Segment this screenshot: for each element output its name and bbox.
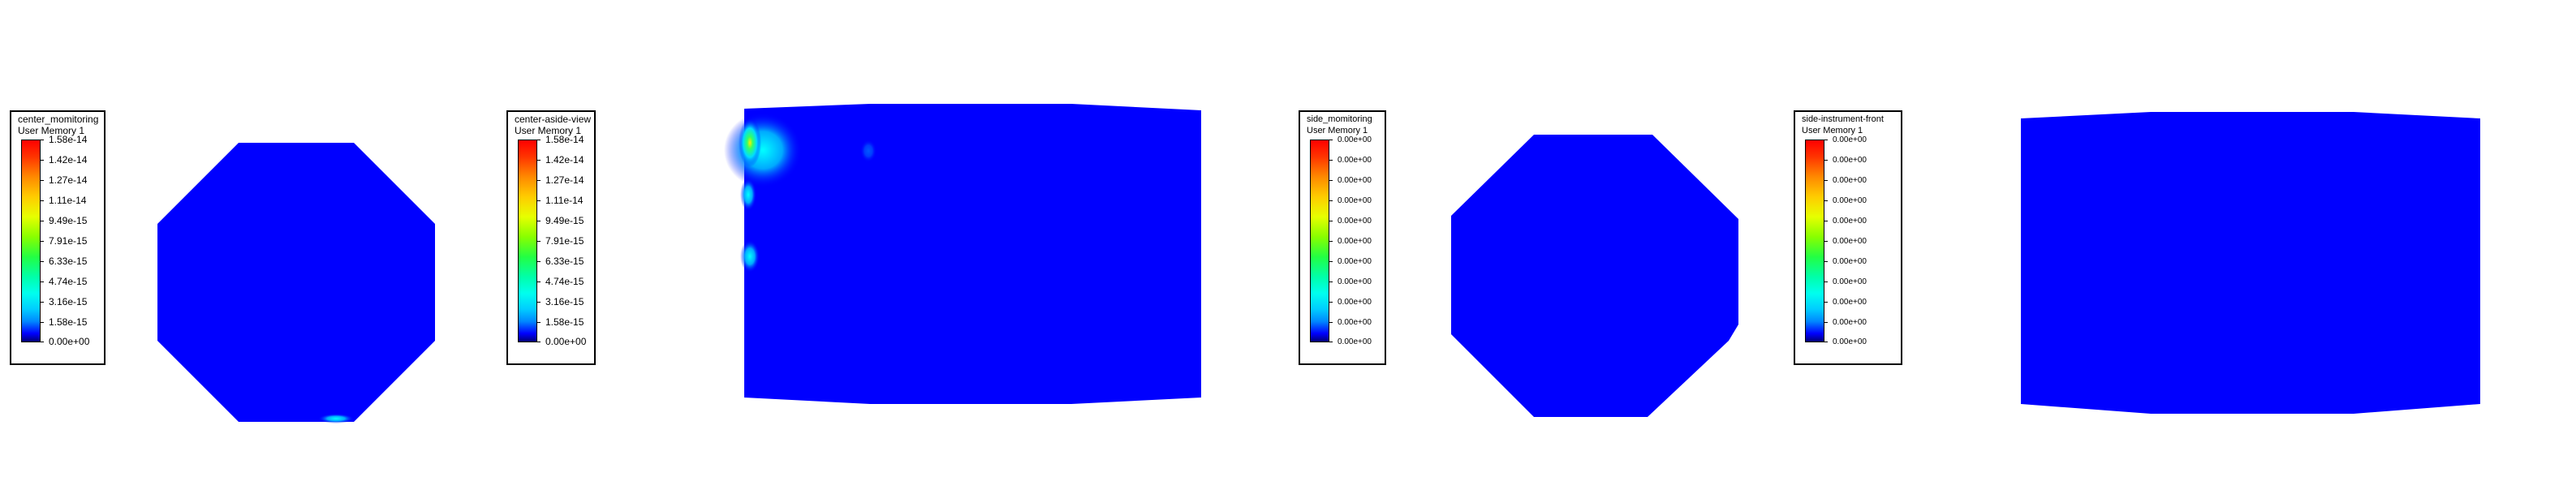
- tick-labels: 1.58e-14 1.42e-14 1.27e-14 1.11e-14 9.49…: [537, 134, 587, 347]
- color-scale-bar: [518, 140, 537, 342]
- legend-center-monitoring: center_momitoring User Memory 1 1.58e-14…: [10, 110, 106, 365]
- legend-title: side_momitoring User Memory 1: [1307, 114, 1372, 135]
- edge-hotspot-mid: [740, 178, 756, 211]
- slab-view-center-aside: [724, 104, 1201, 404]
- legend-center-aside-view: center-aside-view User Memory 1 1.58e-14…: [506, 110, 596, 365]
- octagon-field: [1451, 135, 1738, 417]
- legend-side-monitoring: side_momitoring User Memory 1 0.00e+00 0…: [1299, 110, 1386, 365]
- tick-labels: 0.00e+00 0.00e+00 0.00e+00 0.00e+00 0.00…: [1824, 135, 1867, 346]
- tick-labels: 1.58e-14 1.42e-14 1.27e-14 1.11e-14 9.49…: [41, 134, 90, 347]
- color-scale-bar: [21, 140, 41, 342]
- slab-field: [744, 104, 1201, 404]
- octagon-view-center: [157, 143, 435, 423]
- legend-title: center_momitoring User Memory 1: [18, 114, 99, 136]
- octagon-field: [157, 143, 435, 422]
- faint-hotspot: [860, 140, 877, 162]
- color-scale-bar: [1310, 140, 1329, 342]
- tick-labels: 0.00e+00 0.00e+00 0.00e+00 0.00e+00 0.00…: [1329, 135, 1372, 346]
- edge-hotspot-top: [724, 113, 802, 187]
- slab-view-side-front: [2021, 112, 2480, 414]
- legend-title: center-aside-view User Memory 1: [515, 114, 592, 136]
- edge-hotspot-core: [739, 118, 761, 167]
- legend-title: side-instrument-front User Memory 1: [1802, 114, 1884, 135]
- slab-field: [2021, 112, 2480, 414]
- edge-hotspot-low: [740, 240, 760, 273]
- legend-side-instrument-front: side-instrument-front User Memory 1 0.00…: [1794, 110, 1902, 365]
- octagon-view-side: [1451, 135, 1738, 417]
- bottom-hotspot: [318, 414, 354, 423]
- color-scale-bar: [1805, 140, 1824, 342]
